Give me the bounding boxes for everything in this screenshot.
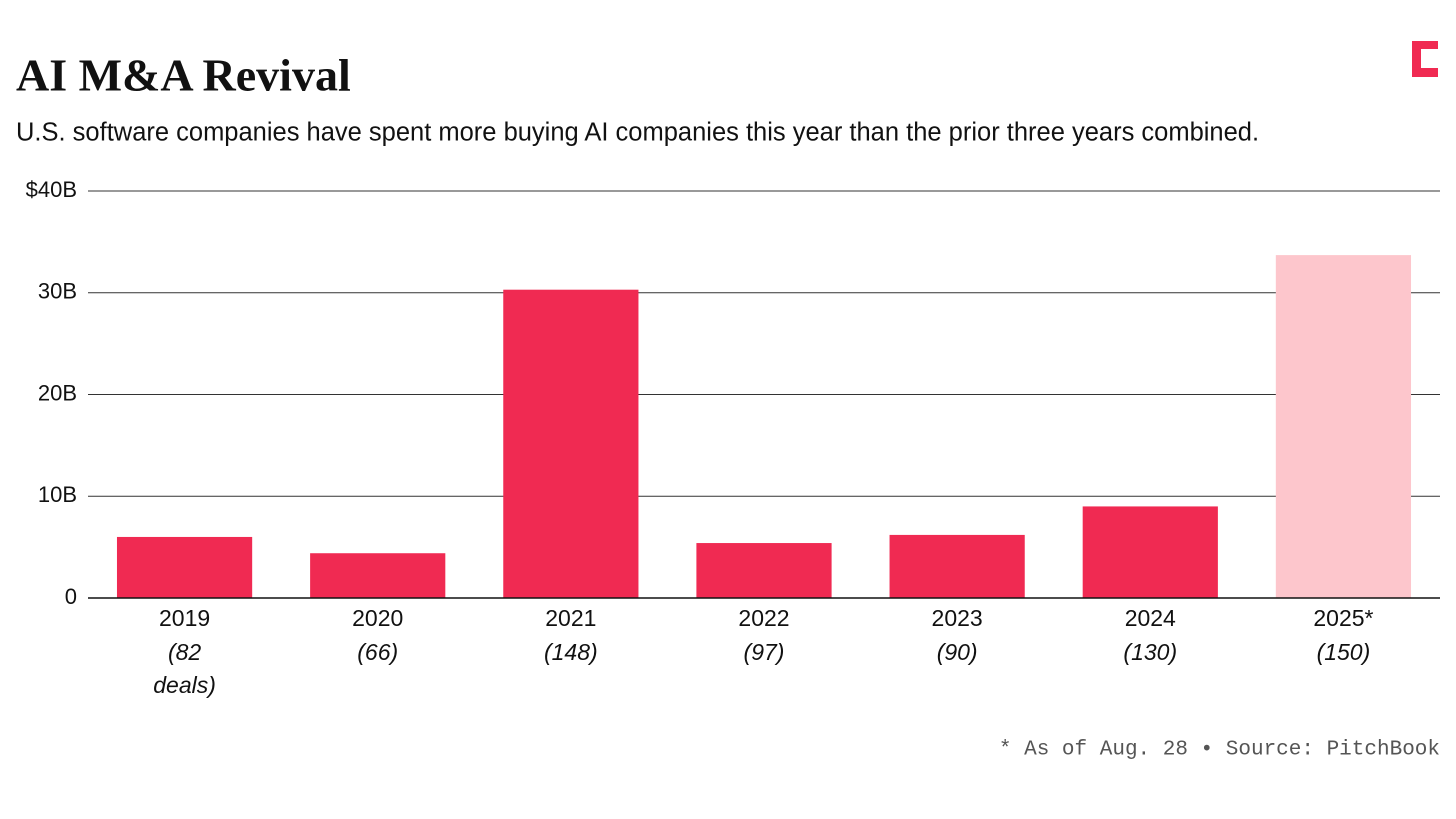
x-tick-label: 2023 <box>932 605 983 631</box>
deal-count: (97) <box>743 639 785 665</box>
y-tick-label: 0 <box>65 584 77 609</box>
deal-count: (150) <box>1316 639 1371 665</box>
deal-count: (82 deals) <box>153 639 216 698</box>
deal-count-box: (148) <box>543 639 598 665</box>
deal-count-box: (90) <box>936 639 978 665</box>
chart-title: AI M&A Revival <box>16 50 351 101</box>
bar <box>1275 255 1412 599</box>
y-tick-label: 20B <box>38 380 77 405</box>
y-tick-label: 10B <box>38 482 77 507</box>
x-tick-label: 2021 <box>545 605 596 631</box>
x-tick-label: 2025* <box>1313 605 1373 631</box>
logo <box>1412 41 1438 77</box>
x-tick-label: 2024 <box>1125 605 1176 631</box>
x-tick-label: 2019 <box>159 605 210 631</box>
deal-count: (90) <box>936 639 978 665</box>
deal-count-box: (130) <box>1123 639 1178 665</box>
bar <box>696 543 832 598</box>
y-tick-label: 30B <box>38 279 77 304</box>
y-tick-label: $40B <box>26 177 77 202</box>
deal-count: (148) <box>543 639 598 665</box>
footnote: * As of Aug. 28 • Source: PitchBook <box>999 739 1440 762</box>
bar <box>116 536 253 598</box>
bar <box>310 553 446 598</box>
deal-count-box: (66) <box>357 639 399 665</box>
bar <box>1082 506 1218 598</box>
deal-count: (66) <box>357 639 399 665</box>
bar <box>503 289 639 598</box>
bar <box>889 534 1025 598</box>
x-tick-label: 2022 <box>738 605 789 631</box>
deal-count-box: (82 deals) <box>153 639 216 698</box>
deal-count: (130) <box>1123 639 1178 665</box>
deal-count-box: (97) <box>743 639 785 665</box>
deal-count-box: (150) <box>1316 639 1371 665</box>
chart-subtitle: U.S. software companies have spent more … <box>16 119 1259 147</box>
x-tick-label: 2020 <box>352 605 403 631</box>
